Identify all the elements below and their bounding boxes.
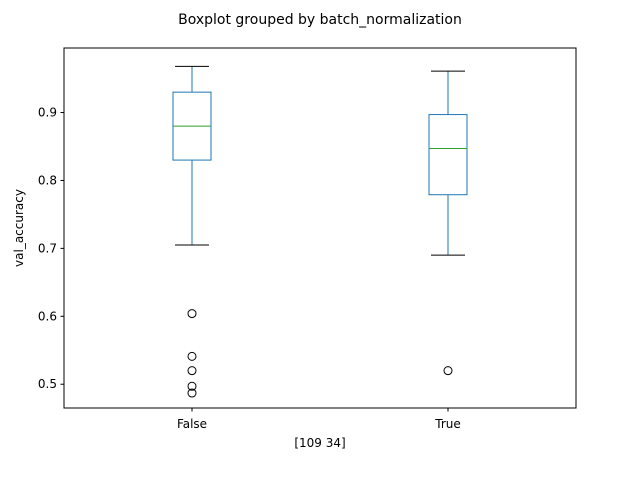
- outlier-point: [187, 388, 197, 398]
- outlier-point: [187, 351, 197, 361]
- outlier-point: [187, 381, 197, 391]
- box-iqr: [428, 114, 468, 196]
- outlier-point: [187, 309, 197, 319]
- x-axis-label: [109 34]: [294, 436, 345, 450]
- y-tick-label: 0.5: [38, 377, 57, 391]
- outlier-point: [443, 366, 453, 376]
- y-tick-label: 0.9: [38, 106, 57, 120]
- outlier-point: [187, 366, 197, 376]
- y-tick-label: 0.7: [38, 241, 57, 255]
- x-tick-label: False: [177, 417, 207, 431]
- y-axis-label: val_accuracy: [12, 189, 26, 267]
- y-tick-label: 0.8: [38, 173, 57, 187]
- axes-frame: [63, 47, 577, 409]
- chart-title: Boxplot grouped by batch_normalization: [178, 12, 462, 28]
- plot-area: 0.5 0.6 0.7 0.8 0.9 False True: [38, 65, 468, 431]
- x-tick-label: True: [434, 417, 461, 431]
- y-tick-label: 0.6: [38, 309, 57, 323]
